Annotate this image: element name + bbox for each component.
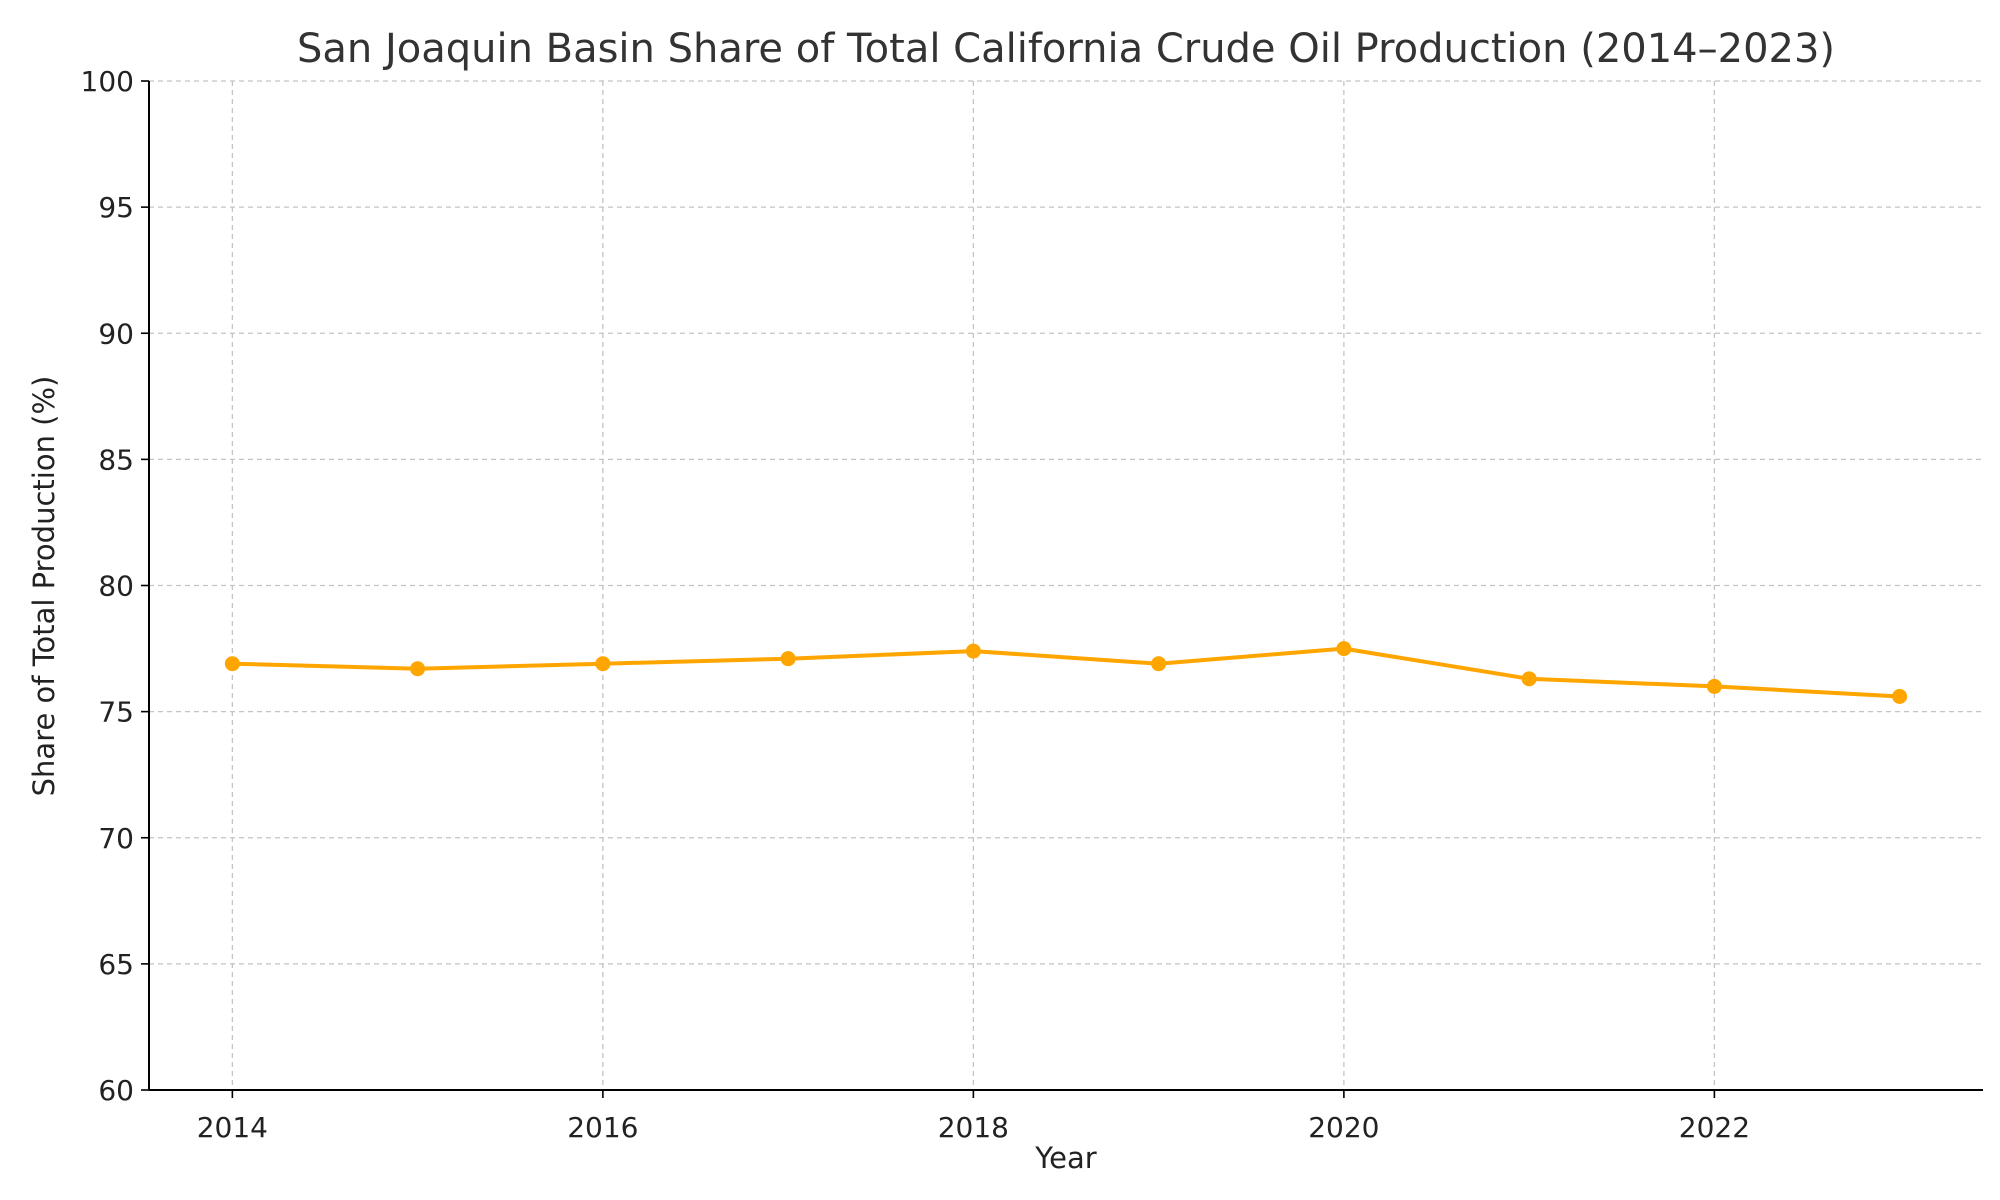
y-axis: 60 65 70 75 80 85 90 95 100	[81, 65, 149, 1107]
data-point	[595, 656, 611, 672]
y-tick-label: 85	[98, 443, 134, 476]
y-tick-label: 70	[98, 822, 134, 855]
chart-title: San Joaquin Basin Share of Total Califor…	[297, 26, 1835, 72]
y-tick-label: 100	[81, 65, 134, 98]
data-point	[1151, 656, 1167, 672]
y-tick-label: 75	[98, 696, 134, 729]
x-tick-label: 2022	[1679, 1111, 1750, 1144]
data-point	[1336, 641, 1352, 657]
x-tick-label: 2018	[938, 1111, 1009, 1144]
y-tick-label: 95	[98, 191, 134, 224]
x-axis: 2014 2016 2018 2020 2022	[197, 1090, 1750, 1144]
data-point	[1706, 678, 1722, 694]
y-tick-label: 65	[98, 948, 134, 981]
y-tick-label: 90	[98, 317, 134, 350]
data-point	[1892, 688, 1908, 704]
y-axis-title: Share of Total Production (%)	[27, 376, 61, 797]
grid-lines	[149, 80, 1983, 1091]
x-tick-label: 2014	[197, 1111, 268, 1144]
y-tick-label: 60	[98, 1074, 134, 1107]
data-point	[780, 651, 796, 667]
series-line	[230, 646, 1902, 699]
y-tick-label: 80	[98, 570, 134, 603]
data-point	[965, 643, 981, 659]
x-tick-label: 2020	[1308, 1111, 1379, 1144]
x-axis-title: Year	[1034, 1141, 1096, 1175]
data-point	[224, 656, 240, 672]
x-tick-label: 2016	[567, 1111, 638, 1144]
data-point	[410, 661, 426, 677]
series-layer	[224, 641, 1908, 704]
data-point	[1521, 671, 1537, 687]
